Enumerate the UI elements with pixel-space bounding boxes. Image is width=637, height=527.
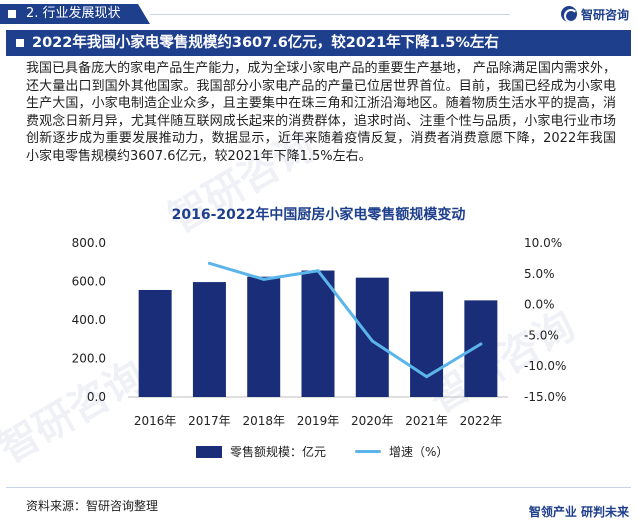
title-banner: 2022年我国小家电零售规模约3607.6亿元，较2021年下降1.5%左右: [6, 30, 631, 56]
line-point: [370, 339, 374, 343]
x-tick-label: 2019年: [297, 414, 340, 428]
section-header: 2. 行业发展现状 智研咨询: [0, 0, 637, 26]
bar: [410, 291, 444, 397]
brand: 智研咨询: [560, 5, 629, 23]
bar: [355, 277, 389, 397]
x-tick-label: 2018年: [242, 414, 285, 428]
chart: 2016-2022年中国厨房小家电零售额规模变动 0.0 200.0 400.0 60…: [0, 190, 637, 480]
y-left-tick-label: 800.0: [72, 236, 106, 250]
bar: [464, 300, 498, 397]
bar: [138, 289, 172, 397]
x-tick-label: 2022年: [460, 414, 503, 428]
footer-slogan: 智领产业 研判未来: [528, 505, 629, 519]
chart-legend: 零售额规模：亿元 增速（%）: [0, 443, 637, 463]
y-left-tick-label: 200.0: [72, 352, 106, 366]
line-point: [207, 261, 211, 265]
y-left-tick-label: 400.0: [72, 313, 106, 327]
legend-label-bar: 零售额规模：亿元: [230, 445, 327, 459]
section-label: 2. 行业发展现状: [26, 6, 121, 21]
legend-bar-swatch: [196, 445, 222, 458]
legend-line-swatch: [355, 450, 381, 453]
body-paragraph: 我国已具备庞大的家电产品生产能力，成为全球小家电产品的重要生产基地， 产品除满足…: [26, 61, 616, 164]
bar: [247, 276, 281, 397]
y-right-tick-label: 0.0%: [524, 298, 555, 312]
line-point: [316, 269, 320, 273]
divider: [150, 14, 510, 15]
line-point: [479, 342, 483, 346]
y-left-tick-label: 0.0: [87, 390, 106, 404]
brand-logo-icon: [560, 6, 577, 22]
y-right-tick-label: -5.0%: [524, 328, 559, 342]
legend-label-line: 增速（%）: [389, 445, 449, 459]
line-point: [262, 277, 266, 281]
x-tick-label: 2017年: [188, 414, 231, 428]
x-tick-label: 2016年: [134, 414, 177, 428]
chart-title: 2016-2022年中国厨房小家电零售额规模变动: [171, 207, 466, 223]
brand-name: 智研咨询: [580, 7, 629, 22]
legend-item-bar: 零售额规模：亿元: [196, 443, 326, 460]
page-title: 2022年我国小家电零售规模约3607.6亿元，较2021年下降1.5%左右: [32, 35, 499, 51]
bar: [301, 270, 335, 397]
chart-canvas: 0.0 200.0 400.0 600.0 800.0 -15.0% -10.0% -5.0%…: [72, 236, 567, 428]
legend-item-line: 增速（%）: [355, 443, 448, 460]
y-right-tick-label: 5.0%: [524, 267, 555, 281]
y-right-tick-label: 10.0%: [524, 236, 562, 250]
footer-divider: [6, 487, 631, 488]
bar: [192, 282, 226, 397]
source-note: 资料来源：智研咨询整理: [26, 499, 159, 513]
section-tab: 2. 行业发展现状: [0, 4, 150, 24]
x-tick-label: 2020年: [351, 414, 394, 428]
x-tick-label: 2021年: [405, 414, 448, 428]
y-right-tick-label: -15.0%: [524, 390, 566, 404]
y-right-tick-label: -10.0%: [524, 359, 566, 373]
growth-line: [207, 261, 483, 379]
square-icon: [8, 10, 16, 18]
y-left-tick-label: 600.0: [72, 275, 106, 289]
square-icon: [16, 39, 24, 47]
line-point: [425, 375, 429, 379]
